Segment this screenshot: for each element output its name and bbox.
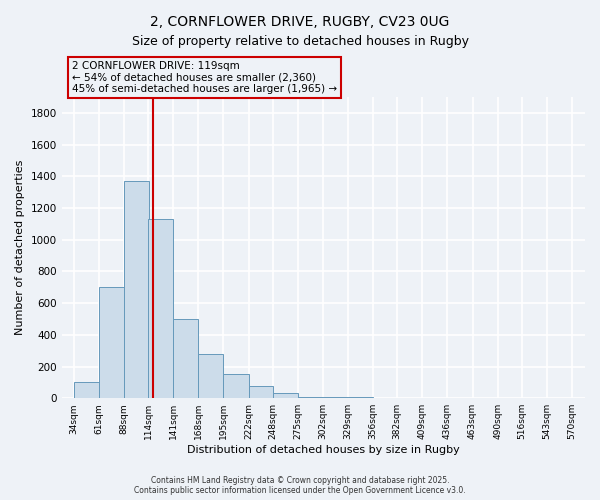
- Bar: [199, 354, 223, 398]
- X-axis label: Distribution of detached houses by size in Rugby: Distribution of detached houses by size …: [187, 445, 460, 455]
- Text: Size of property relative to detached houses in Rugby: Size of property relative to detached ho…: [131, 35, 469, 48]
- Text: Contains HM Land Registry data © Crown copyright and database right 2025.
Contai: Contains HM Land Registry data © Crown c…: [134, 476, 466, 495]
- Bar: [148, 219, 173, 398]
- Bar: [272, 394, 298, 398]
- Bar: [99, 288, 124, 398]
- Text: 2 CORNFLOWER DRIVE: 119sqm
← 54% of detached houses are smaller (2,360)
45% of s: 2 CORNFLOWER DRIVE: 119sqm ← 54% of deta…: [72, 61, 337, 94]
- Bar: [74, 382, 99, 398]
- Text: 2, CORNFLOWER DRIVE, RUGBY, CV23 0UG: 2, CORNFLOWER DRIVE, RUGBY, CV23 0UG: [151, 15, 449, 29]
- Bar: [124, 181, 149, 398]
- Bar: [298, 396, 323, 398]
- Y-axis label: Number of detached properties: Number of detached properties: [15, 160, 25, 336]
- Bar: [223, 374, 248, 398]
- Bar: [248, 386, 272, 398]
- Bar: [173, 319, 199, 398]
